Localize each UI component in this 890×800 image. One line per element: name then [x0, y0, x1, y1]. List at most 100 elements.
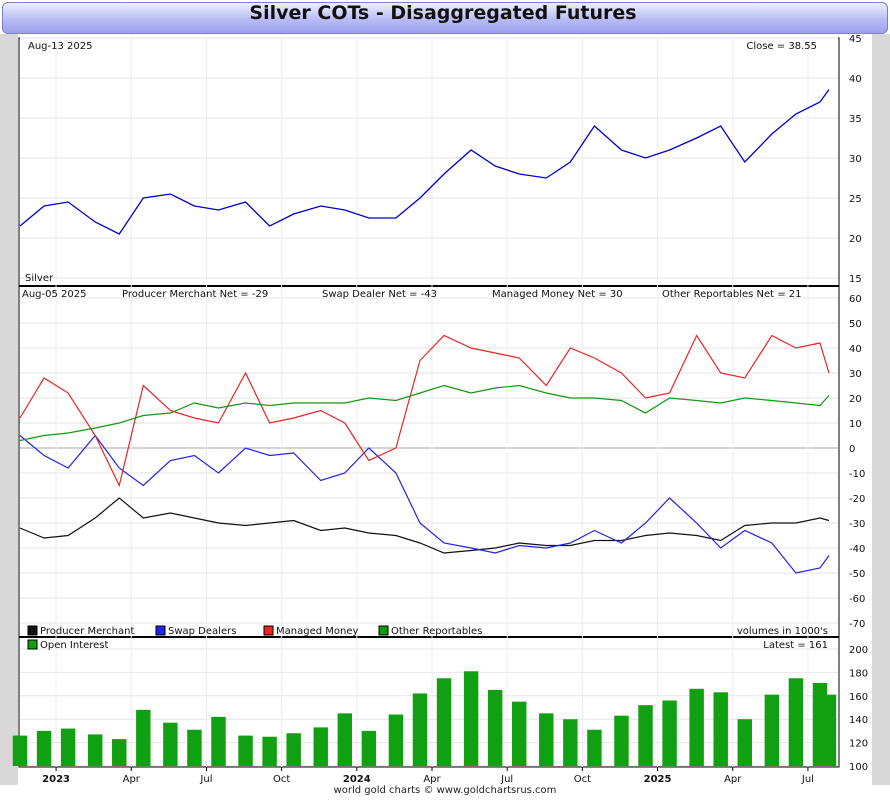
legend-swatch-managed	[263, 625, 274, 636]
cot-ytick-label: -10	[849, 469, 865, 480]
left-margin	[0, 34, 18, 785]
oi-bar	[211, 716, 226, 766]
oi-bar	[286, 733, 301, 766]
oi-bar	[587, 729, 602, 766]
legend-label-oi: Open Interest	[40, 640, 109, 651]
cot-ytick-label: -30	[849, 519, 865, 530]
oi-bar	[238, 735, 253, 766]
series-line-swap-dealers	[19, 434, 830, 574]
legend-label-other: Other Reportables	[391, 626, 482, 637]
oi-bar	[60, 728, 76, 766]
cot-ytick-label: 30	[849, 369, 862, 380]
oi-bar	[638, 705, 653, 766]
chart-title: Silver COTs - Disaggregated Futures	[249, 2, 637, 24]
price-ytick-label: 45	[849, 34, 862, 45]
cot-ytick-label: -60	[849, 594, 865, 605]
oi-ytick-label: 140	[849, 715, 868, 726]
legend-label-swap: Swap Dealers	[168, 626, 236, 637]
oi-bar	[713, 692, 728, 766]
x-tick-label: Jul	[500, 774, 513, 785]
oi-bar	[662, 700, 677, 766]
cot-ytick-label: 20	[849, 394, 862, 405]
cot-ytick-label: 50	[849, 319, 862, 330]
price-ytick-label: 35	[849, 114, 862, 125]
price-ytick-label: 25	[849, 194, 862, 205]
cot-ytick-label: -70	[849, 619, 865, 630]
oi-bar	[187, 729, 202, 766]
price-ytick-label: 30	[849, 154, 862, 165]
cot-ytick-label: 0	[849, 444, 855, 455]
x-tick-label: Jul	[801, 774, 814, 785]
legend-label-managed: Managed Money	[276, 626, 358, 637]
series-line-managed-money	[19, 334, 830, 488]
oi-bar	[614, 715, 629, 766]
oi-ytick-label: 120	[849, 739, 868, 750]
oi-bar	[36, 730, 52, 766]
oi-bar	[737, 719, 752, 766]
oi-bar	[512, 701, 527, 766]
cot-ytick-label: 40	[849, 344, 862, 355]
oi-bar	[563, 719, 578, 766]
price-panel	[18, 37, 840, 287]
legend-label-producer: Producer Merchant	[40, 626, 134, 637]
legend-swatch-oi	[27, 639, 38, 650]
oi-latest-label: Latest = 161	[763, 640, 828, 651]
price-series-line	[19, 89, 830, 235]
series-line-producer-merchant	[19, 497, 830, 554]
x-tick-label: 2024	[343, 774, 371, 785]
price-ytick-label: 20	[849, 234, 862, 245]
cot-ytick-label: -40	[849, 544, 865, 555]
cot-date-label: Aug-05 2025	[22, 289, 87, 300]
cot-ytick-label: 60	[849, 294, 862, 305]
legend-swatch-producer	[27, 625, 38, 636]
oi-bar	[487, 689, 503, 766]
price-ytick-label: 15	[849, 274, 862, 285]
cot-panel	[18, 285, 840, 638]
cot-ytick-label: -50	[849, 569, 865, 580]
oi-bar	[112, 739, 127, 766]
oi-bar	[136, 709, 151, 766]
right-margin	[872, 34, 890, 785]
legend-swatch-other	[378, 625, 389, 636]
x-tick-label: Apr	[123, 774, 141, 785]
oi-bar	[87, 734, 103, 766]
oi-bar	[436, 678, 452, 766]
oi-bar	[313, 727, 328, 766]
producer-net-stat: Producer Merchant Net = -29	[122, 289, 268, 300]
x-tick-label: 2023	[42, 774, 70, 785]
oi-ytick-label: 200	[849, 645, 868, 656]
oi-bar	[337, 713, 353, 766]
oi-ytick-label: 160	[849, 692, 868, 703]
price-ytick-label: 40	[849, 74, 862, 85]
oi-bar	[788, 678, 804, 766]
x-tick-label: Oct	[273, 774, 290, 785]
x-tick-label: Apr	[724, 774, 742, 785]
oi-bar	[821, 694, 837, 766]
title-bar	[2, 2, 888, 34]
x-tick-label: Apr	[423, 774, 441, 785]
oi-bar	[361, 730, 377, 766]
oi-bar	[463, 671, 479, 766]
oi-bar	[539, 713, 554, 766]
swap-net-stat: Swap Dealer Net = -43	[322, 289, 437, 300]
price-close-label: Close = 38.55	[746, 41, 817, 52]
oi-bar	[163, 722, 178, 766]
x-tick-label: Oct	[574, 774, 591, 785]
footer-credit: world gold charts © www.goldchartsrus.co…	[333, 785, 557, 796]
units-label: volumes in 1000's	[737, 626, 828, 637]
legend-swatch-swap	[155, 625, 166, 636]
oi-bar	[262, 736, 277, 766]
x-tick-label: Jul	[199, 774, 212, 785]
oi-bar	[412, 693, 428, 766]
cot-ytick-label: 10	[849, 419, 862, 430]
oi-ytick-label: 100	[849, 762, 868, 773]
other-net-stat: Other Reportables Net = 21	[662, 289, 802, 300]
oi-bar	[12, 735, 28, 766]
cot-ytick-label: -20	[849, 494, 865, 505]
price-date-label: Aug-13 2025	[28, 41, 93, 52]
oi-bar	[764, 694, 780, 766]
oi-bar	[689, 688, 704, 766]
managed-net-stat: Managed Money Net = 30	[492, 289, 623, 300]
